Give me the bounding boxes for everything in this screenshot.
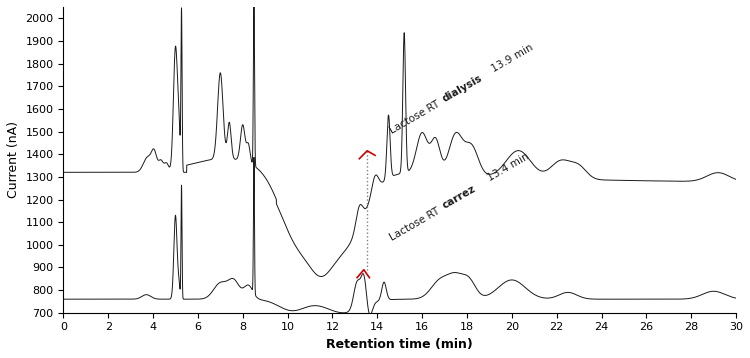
X-axis label: Retention time (min): Retention time (min): [326, 338, 473, 351]
Text: dialysis: dialysis: [440, 73, 484, 105]
Text: Lactose RT: Lactose RT: [388, 204, 445, 243]
Y-axis label: Current (nA): Current (nA): [7, 121, 20, 198]
Text: carrez: carrez: [440, 184, 477, 211]
Text: Lactose RT: Lactose RT: [388, 98, 445, 136]
Text: 13.4 min: 13.4 min: [483, 151, 530, 185]
Text: 13.9 min: 13.9 min: [488, 43, 535, 76]
